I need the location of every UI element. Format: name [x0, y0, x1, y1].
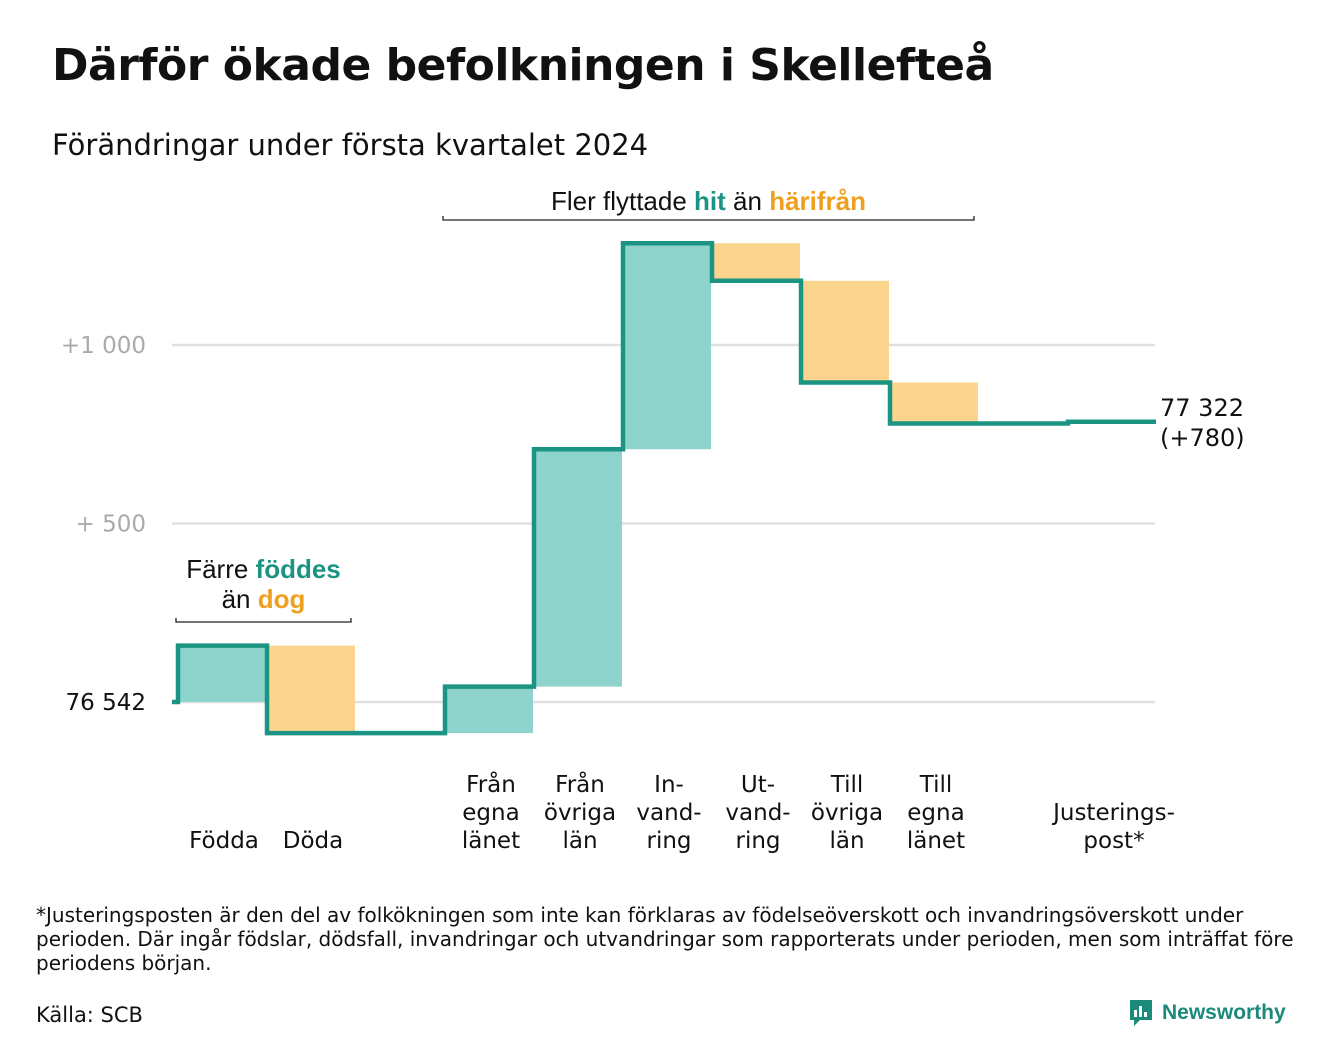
y-tick-label: 76 542 [66, 690, 146, 716]
category-label-doda: Döda [283, 828, 343, 854]
end-value-label: 77 322 [1160, 394, 1244, 422]
annotation-birth: Färre föddes [186, 554, 341, 584]
bar-fran-egna [445, 686, 533, 734]
category-label-fran-egna: egna [462, 800, 519, 826]
category-label-invandring: ring [646, 828, 691, 854]
category-label-till-ovriga: län [829, 828, 864, 854]
bar-invandring [623, 243, 711, 450]
cumulative-step-line [172, 241, 1156, 736]
annotation-bracket-migration [442, 216, 975, 221]
annotation-birth-increase: föddes [256, 554, 341, 584]
category-label-fodda: Födda [189, 828, 259, 854]
end-change-label: (+780) [1160, 424, 1245, 452]
category-label-justeringspost: post* [1083, 828, 1144, 854]
annotation-migration-increase: hit [694, 186, 726, 216]
cumulative-line [172, 241, 1156, 736]
category-label-justeringspost: Justerings- [1051, 800, 1175, 826]
chart-title: Därför ökade befolkningen i Skellefteå [52, 40, 994, 91]
annotation-birth-plain: Färre [186, 554, 255, 584]
category-label-utvandring: ring [735, 828, 780, 854]
brand-name: Newsworthy [1162, 1001, 1286, 1024]
category-label-fran-egna: Från [466, 770, 516, 798]
category-label-till-egna: egna [907, 800, 964, 826]
bar-fodda [178, 645, 266, 702]
annotation-birth-plain: än [222, 584, 258, 614]
bar-till-egna [890, 382, 978, 424]
category-label-till-ovriga: övriga [811, 800, 883, 826]
annotation-migration-plain: Fler flyttade [551, 186, 694, 216]
category-label-till-ovriga: Till [830, 772, 864, 798]
source-credit: Källa: SCB [36, 1003, 143, 1027]
category-label-till-egna: Till [919, 772, 953, 798]
annotation-migration-plain: än [726, 186, 769, 216]
bar-doda [267, 645, 355, 734]
annotation-bracket-birth [175, 618, 352, 623]
category-label-utvandring: vand- [725, 800, 790, 826]
annotation-migration: Fler flyttade hit än härifrån [551, 186, 866, 216]
bars [178, 243, 1156, 734]
footnote: *Justeringsposten är den del av folkökni… [36, 903, 1294, 975]
chart-subtitle: Förändringar under första kvartalet 2024 [52, 128, 649, 162]
bar-till-ovriga [801, 280, 889, 383]
bar-fran-ovriga [534, 449, 622, 687]
y-tick-label: +1 000 [61, 333, 146, 359]
annotation-birth: än dog [222, 584, 306, 614]
category-label-fran-ovriga: övriga [544, 800, 616, 826]
category-label-fran-egna: länet [462, 828, 520, 854]
category-label-invandring: vand- [636, 800, 701, 826]
category-label-utvandring: Ut- [741, 772, 775, 798]
category-label-till-egna: länet [907, 828, 965, 854]
bar-chart-speech-bubble-icon [1130, 1000, 1152, 1026]
brand-logo: Newsworthy [1128, 998, 1286, 1028]
category-label-fran-ovriga: län [562, 828, 597, 854]
bar-utvandring [712, 243, 800, 281]
annotation-birth-decrease: dog [258, 584, 306, 614]
category-label-fran-ovriga: Från [555, 770, 605, 798]
annotation-migration-decrease: härifrån [769, 186, 866, 216]
category-label-invandring: In- [654, 772, 684, 798]
y-tick-label: + 500 [76, 512, 146, 538]
